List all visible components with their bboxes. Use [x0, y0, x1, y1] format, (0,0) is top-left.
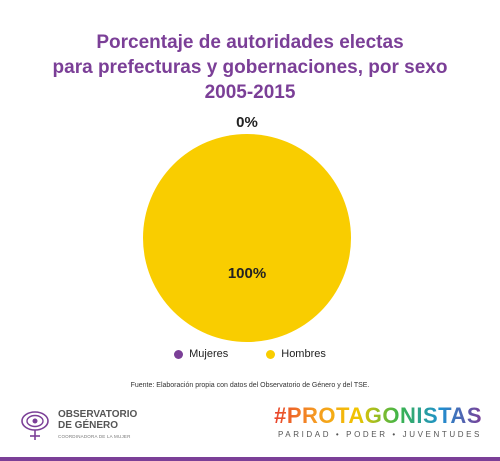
protagonistas-logo: #PROTAGONISTAS PARIDAD • PODER • JUVENTU… [274, 403, 482, 440]
legend-label-mujeres: Mujeres [189, 348, 229, 360]
legend-item-hombres: Hombres [266, 348, 326, 360]
chart-title-line-1: Porcentaje de autoridades electas [96, 32, 404, 53]
legend-swatch-hombres [266, 349, 276, 359]
pie-label-hombres: 100% [228, 265, 266, 282]
logo-left-line-2: DE GÉNERO [58, 419, 119, 431]
chart-title: Porcentaje de autoridades electas para p… [0, 30, 500, 105]
protagonistas-hashtag: #PROTAGONISTAS [274, 403, 482, 428]
source-note: Fuente: Elaboración propia con datos del… [130, 382, 370, 389]
logo-left-line-3: COORDINADORA DE LA MUJER [58, 433, 131, 439]
bottom-accent-bar [0, 457, 500, 461]
chart-title-line-2: para prefecturas y gobernaciones, por se… [52, 57, 448, 78]
pie-slice-hombres [143, 134, 351, 342]
chart-title-line-3: 2005-2015 [204, 82, 296, 103]
legend-item-mujeres: Mujeres [174, 348, 228, 360]
pie-label-mujeres: 0% [236, 114, 258, 131]
gender-symbol-icon [21, 411, 49, 440]
logo-left-line-1: OBSERVATORIO [58, 408, 138, 420]
observatorio-logo: OBSERVATORIO DE GÉNERO COORDINADORA DE L… [18, 408, 137, 442]
legend-label-hombres: Hombres [281, 348, 326, 360]
legend: Mujeres Hombres [0, 348, 500, 360]
protagonistas-tagline: PARIDAD • PODER • JUVENTUDES [277, 430, 482, 439]
legend-swatch-mujeres [174, 349, 184, 359]
